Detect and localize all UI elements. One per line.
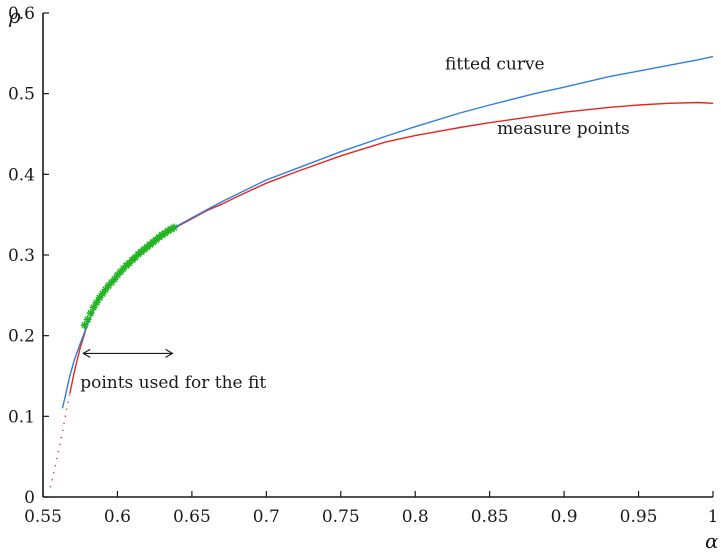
y-tick-label: 0.3 [8, 246, 35, 266]
x-axis-ticks: 0.55 0.6 0.65 0.7 0.75 0.8 0.85 0.9 0.95 1 [24, 491, 718, 527]
fit-point-marker [167, 225, 176, 234]
y-tick-label: 0.1 [8, 407, 35, 427]
x-tick-label: 0.85 [471, 507, 509, 527]
fit-point-marker [80, 321, 89, 330]
x-axis-label: α [705, 529, 719, 553]
y-tick-label: 0.5 [8, 85, 35, 105]
y-tick-label: 0.6 [8, 4, 35, 24]
y-tick-label: 0.2 [8, 327, 35, 347]
fit-point-marker [104, 281, 113, 290]
fit-point-marker [119, 264, 128, 273]
annotation-fitted-curve: fitted curve [445, 54, 545, 74]
fit-point-marker [101, 285, 110, 294]
fit-point-marker [98, 289, 107, 298]
fit-point-marker [116, 267, 125, 276]
x-tick-label: 0.55 [24, 507, 62, 527]
y-axis-ticks: 0 0.1 0.2 0.3 0.4 0.5 0.6 [8, 4, 49, 508]
x-tick-label: 0.95 [620, 507, 658, 527]
fit-point-marker [92, 298, 101, 307]
y-tick-label: 0 [24, 488, 35, 508]
fit-point-marker [170, 223, 179, 232]
x-tick-label: 1 [708, 507, 719, 527]
y-axis-label: ρ [8, 4, 21, 28]
fit-point-marker [131, 253, 140, 262]
series-layer [49, 55, 714, 488]
fit-point-marker [113, 271, 122, 280]
x-tick-label: 0.75 [322, 507, 360, 527]
annotation-fit-points: points used for the fit [80, 373, 266, 393]
x-tick-label: 0.65 [173, 507, 211, 527]
series-fitted-curve [61, 55, 714, 409]
x-tick-label: 0.6 [104, 507, 131, 527]
fit-point-marker [158, 230, 167, 239]
x-tick-label: 0.7 [253, 507, 280, 527]
x-tick-label: 0.8 [402, 507, 429, 527]
annotation-measure-points: measure points [497, 119, 630, 139]
fit-range-arrow [82, 348, 174, 358]
fit-point-marker [107, 278, 116, 287]
fit-point-marker [89, 303, 98, 312]
fit-point-marker [83, 315, 92, 324]
fit-point-marker [164, 226, 173, 235]
fit-point-marker [86, 309, 95, 318]
annotation-layer: fitted curve measure points points used fo… [80, 54, 630, 393]
fit-point-marker [110, 275, 119, 284]
fit-point-marker [95, 293, 104, 302]
series-measure-points-tail [49, 393, 71, 488]
y-tick-label: 0.4 [8, 165, 35, 185]
fit-point-marker [125, 259, 134, 268]
x-tick-label: 0.9 [551, 507, 578, 527]
